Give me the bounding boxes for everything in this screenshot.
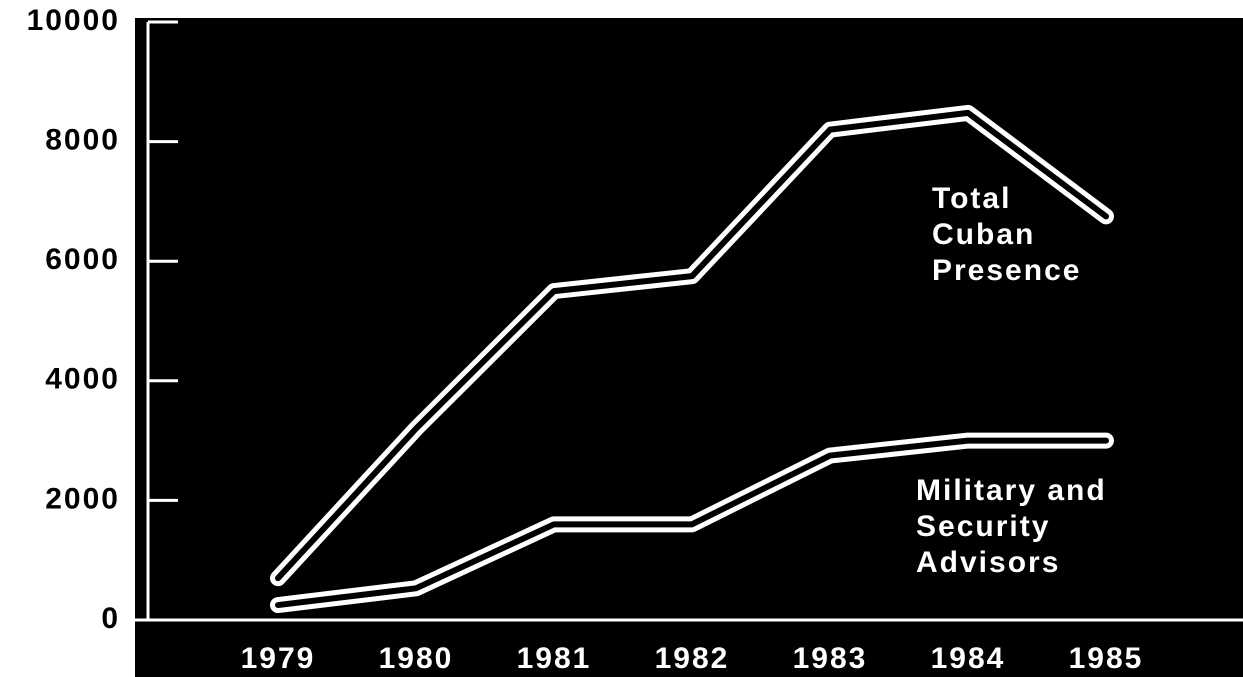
y-tick-label: 10000 xyxy=(27,4,120,37)
y-tick-label: 2000 xyxy=(45,482,120,515)
x-tick-label: 1982 xyxy=(655,642,730,675)
plot-background xyxy=(135,18,1243,677)
x-tick-label: 1983 xyxy=(793,642,868,675)
series-label-line: Advisors xyxy=(916,546,1060,579)
series-label-line: Military and xyxy=(916,474,1107,507)
series-label-line: Presence xyxy=(932,254,1081,287)
series-line-core xyxy=(275,109,1109,582)
x-tick-label: 1984 xyxy=(931,642,1006,675)
y-tick-label: 4000 xyxy=(45,363,120,396)
x-tick-label: 1981 xyxy=(517,642,592,675)
y-tick-label: 8000 xyxy=(45,124,120,157)
series-line-core xyxy=(275,437,1109,609)
x-tick-label: 1985 xyxy=(1069,642,1144,675)
series-label-line: Cuban xyxy=(932,218,1035,251)
series-label: Total Cuban Presence xyxy=(932,182,1081,287)
y-tick-label: 6000 xyxy=(45,243,120,276)
y-tick-label: 0 xyxy=(101,602,120,635)
x-tick-label: 1979 xyxy=(241,642,316,675)
series-label-line: Security xyxy=(916,510,1050,543)
series-label: Military and Security Advisors xyxy=(916,474,1107,579)
x-tick-label: 1980 xyxy=(379,642,454,675)
series-label-line: Total xyxy=(932,182,1011,215)
